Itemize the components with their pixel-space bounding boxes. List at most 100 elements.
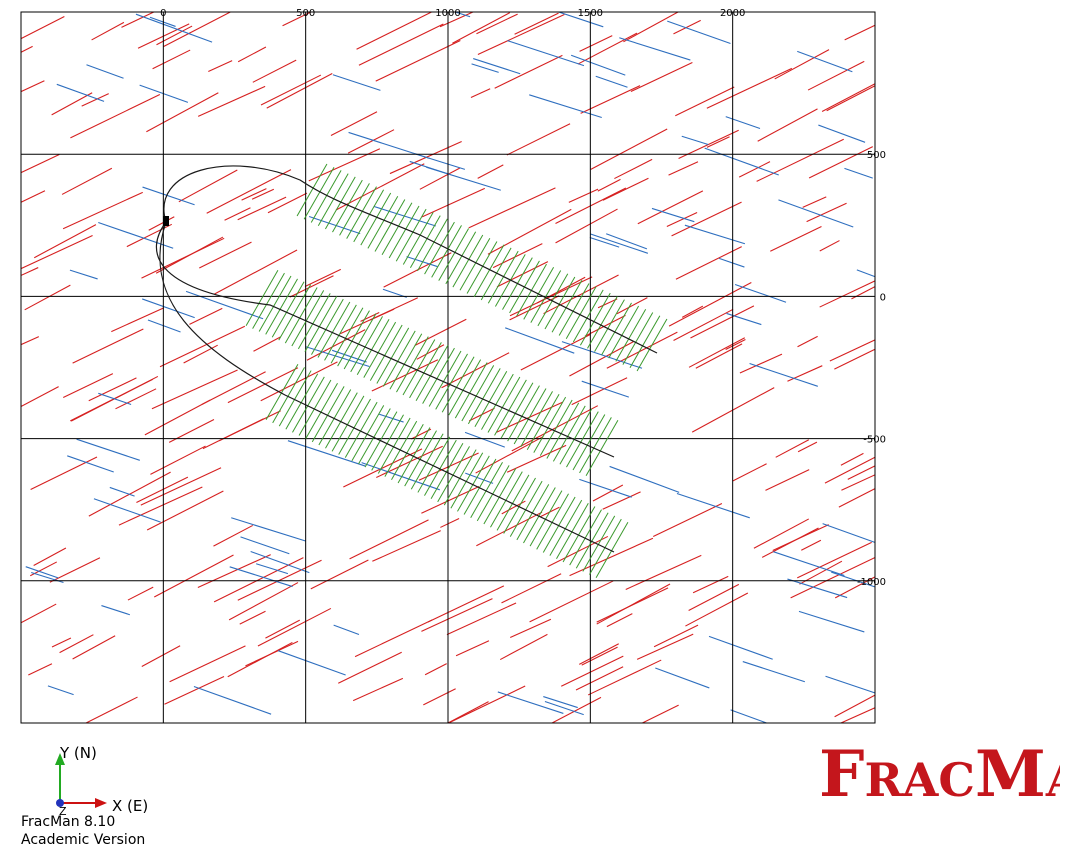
red-fracture-trace: [732, 463, 767, 482]
red-fracture-trace: [668, 161, 699, 176]
red-fracture-trace: [239, 610, 266, 625]
red-fracture-trace: [241, 188, 267, 201]
blue-fracture-trace: [305, 346, 370, 368]
hydraulic-fracture: [417, 218, 448, 272]
red-fracture-trace: [739, 353, 783, 374]
blue-fracture-trace: [708, 635, 773, 660]
hydraulic-fracture: [448, 359, 482, 416]
blue-fracture-trace: [67, 455, 114, 473]
blue-fracture-trace: [606, 233, 648, 250]
red-fracture-trace: [692, 575, 729, 594]
red-fracture-trace: [51, 637, 72, 648]
red-fracture-trace: [802, 196, 827, 208]
hydraulic-fracture: [337, 310, 370, 367]
red-fracture-trace: [418, 452, 479, 481]
hydraulic-fracture: [417, 436, 451, 493]
hydraulic-fracture: [435, 353, 468, 410]
red-fracture-trace: [839, 707, 875, 723]
z-axis-dot: [56, 799, 64, 807]
hydraulic-fracture: [594, 299, 625, 352]
red-fracture-trace: [21, 154, 60, 174]
fracman-logo: FRACMAN: [819, 737, 1060, 810]
hydraulic-fracture: [516, 484, 550, 541]
blue-fracture-trace: [609, 465, 680, 493]
red-fracture-trace: [673, 308, 734, 341]
red-fracture-trace: [33, 547, 67, 567]
red-fracture-trace: [118, 486, 203, 526]
red-fracture-trace: [136, 476, 189, 503]
red-fracture-trace: [304, 268, 341, 287]
red-fracture-trace: [587, 659, 662, 696]
hydraulic-fracture: [487, 250, 519, 304]
blue-fracture-trace: [147, 319, 181, 333]
red-fracture-trace: [347, 129, 395, 154]
red-fracture-trace: [668, 282, 752, 327]
red-fracture-trace: [28, 663, 53, 676]
red-fracture-trace: [21, 336, 40, 346]
y-tick-label: -1000: [857, 577, 886, 588]
red-fracture-trace: [577, 32, 638, 65]
blue-fracture-trace: [831, 571, 875, 588]
hydraulic-fracture: [381, 202, 413, 256]
red-fracture-trace: [725, 339, 746, 351]
red-fracture-trace: [224, 207, 251, 221]
hydraulic-fracture: [311, 386, 345, 443]
blue-fracture-trace: [142, 186, 195, 206]
red-fracture-trace: [819, 240, 840, 252]
y-tick-label: 0: [880, 292, 886, 303]
version-info: FracMan 8.10 Academic Version: [21, 813, 145, 849]
x-tick-label: 2000: [720, 8, 745, 19]
y-tick-label: 500: [867, 150, 886, 161]
blue-fracture-trace: [98, 392, 132, 405]
red-fracture-trace: [501, 573, 562, 604]
hydraulic-fracture: [461, 365, 495, 422]
blue-fracture-trace: [676, 493, 750, 519]
red-fracture-trace: [21, 234, 93, 270]
plot-frame: [20, 11, 876, 724]
x-arrow-head: [95, 798, 107, 808]
red-fracture-trace: [851, 286, 875, 300]
hydraulic-fracture: [338, 398, 371, 455]
red-fracture-trace: [477, 14, 565, 55]
hydraulic-fracture: [297, 293, 331, 350]
red-fracture-trace: [447, 685, 526, 723]
red-fracture-trace: [49, 557, 101, 583]
hydraulic-fracture: [454, 362, 488, 419]
hydraulic-fracture: [245, 269, 279, 327]
blue-fracture-trace: [287, 440, 366, 467]
red-fracture-trace: [201, 371, 266, 406]
hydraulic-fracture: [431, 225, 462, 278]
red-fracture-trace: [637, 190, 704, 225]
red-fracture-trace: [543, 274, 619, 315]
blue-fracture-trace: [825, 675, 875, 694]
red-fracture-trace: [673, 19, 701, 35]
hydraulic-fracture: [496, 474, 530, 531]
red-fracture-trace: [197, 85, 266, 117]
hydraulic-fracture: [575, 512, 609, 569]
hydraulic-fracture: [572, 414, 606, 471]
hydraulic-fracture: [409, 342, 442, 399]
hydraulic-fracture: [585, 419, 619, 477]
blue-fracture-trace: [681, 135, 709, 146]
blue-fracture-trace: [844, 167, 873, 179]
red-fracture-trace: [419, 167, 461, 190]
hydraulic-fracture: [467, 368, 501, 425]
red-fracture-trace: [178, 169, 238, 203]
red-fracture-trace: [797, 441, 818, 453]
red-fracture-trace: [267, 192, 308, 214]
red-fracture-trace: [614, 158, 653, 180]
blue-fracture-trace: [684, 224, 746, 245]
red-fracture-trace: [578, 643, 619, 665]
red-fracture-trace: [260, 361, 338, 402]
red-fracture-trace: [569, 537, 654, 577]
hydraulic-fracture: [364, 411, 398, 468]
hydraulic-fracture: [438, 228, 470, 281]
red-fracture-trace: [440, 518, 460, 528]
hydraulic-fracture: [509, 480, 543, 537]
red-fracture-trace: [446, 602, 517, 636]
hydraulic-fracture: [265, 278, 298, 335]
red-fracture-trace: [21, 603, 57, 624]
red-fracture-trace: [372, 530, 441, 562]
red-fracture-trace: [840, 452, 864, 466]
